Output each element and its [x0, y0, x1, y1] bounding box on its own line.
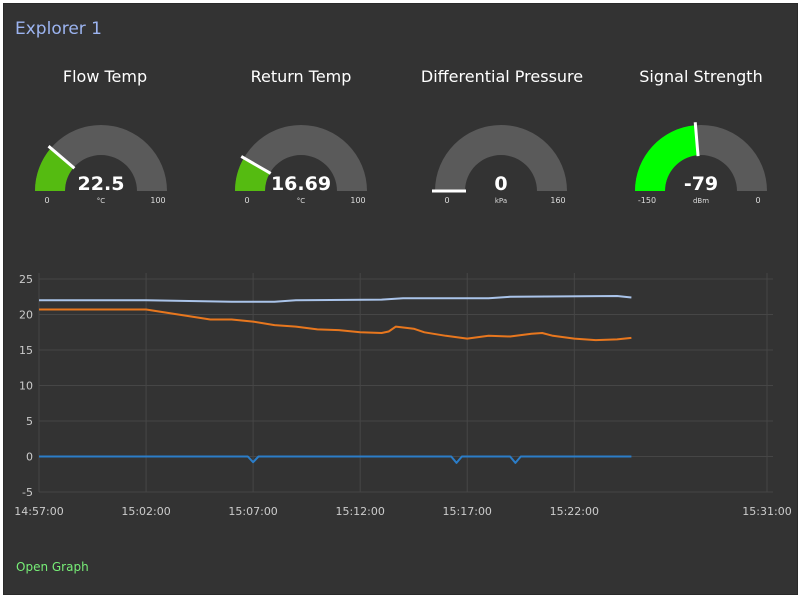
gauges: 22.5 °C 0 100 16.69 °C 0 100 0 kPa 0 160 -79 dBm -150 0 — [35, 122, 767, 205]
gauge-fill — [235, 157, 270, 191]
gauge-value: 0 — [494, 173, 507, 195]
y-tick-label: 20 — [19, 309, 33, 322]
gauge-title-flow-temp: Flow Temp — [62, 67, 148, 86]
gauge-max-label: 160 — [550, 196, 565, 205]
gauge-unit: °C — [97, 197, 106, 205]
gauge-needle — [240, 155, 272, 175]
gauge-fill — [635, 125, 698, 191]
x-tick-label: 14:57:00 — [14, 505, 63, 518]
open-graph-link[interactable]: Open Graph — [16, 560, 89, 574]
gauge-max-label: 100 — [350, 196, 365, 205]
gauge-title-return-temp: Return Temp — [250, 67, 352, 86]
explorer-panel: Explorer 1 Flow Temp Return Temp Differe… — [3, 3, 798, 595]
gauge-min-label: 0 — [44, 196, 49, 205]
gauge-value: -79 — [684, 173, 718, 195]
y-tick-label: -5 — [22, 486, 33, 499]
gauge-needle — [693, 122, 700, 157]
gauge-needle — [47, 145, 76, 170]
gauge-unit: °C — [297, 197, 306, 205]
gauge-min-label: 0 — [444, 196, 449, 205]
gauge-value: 16.69 — [271, 173, 331, 195]
gauge-value: 22.5 — [78, 173, 125, 195]
y-tick-label: 15 — [19, 344, 33, 357]
gauge-title-differential-pressure: Differential Pressure — [420, 67, 584, 86]
gauge-max-label: 100 — [150, 196, 165, 205]
x-tick-label: 15:31:00 — [742, 505, 791, 518]
gauge-max-label: 0 — [755, 196, 760, 205]
gauge-differential-pressure: 0 kPa 0 160 — [432, 125, 567, 205]
x-tick-label: 15:02:00 — [121, 505, 170, 518]
gauge-unit: kPa — [495, 197, 507, 205]
x-tick-label: 15:17:00 — [443, 505, 492, 518]
gauge-signal-strength: -79 dBm -150 0 — [635, 122, 767, 205]
y-tick-label: 0 — [26, 451, 33, 464]
gauge-track — [435, 125, 567, 191]
x-tick-label: 15:12:00 — [335, 505, 384, 518]
y-tick-label: 25 — [19, 273, 33, 286]
gauge-unit: dBm — [693, 197, 709, 205]
line-chart: 25 20 15 10 5 0 -5 14:57:00 15:02:00 15:07:00 15:1… — [14, 273, 792, 518]
gauge-flow-temp: 22.5 °C 0 100 — [35, 125, 167, 205]
y-tick-label: 5 — [26, 415, 33, 428]
gauge-title-signal-strength: Signal Strength — [639, 67, 763, 86]
y-tick-label: 10 — [19, 380, 33, 393]
gauge-min-label: -150 — [638, 196, 656, 205]
chart-grid — [38, 273, 773, 493]
x-tick-label: 15:07:00 — [228, 505, 277, 518]
series-line-3 — [39, 455, 632, 464]
panel-title: Explorer 1 — [15, 19, 103, 39]
gauge-min-label: 0 — [244, 196, 249, 205]
x-tick-label: 15:22:00 — [550, 505, 599, 518]
series-line-1 — [39, 295, 632, 303]
gauge-return-temp: 16.69 °C 0 100 — [235, 125, 367, 205]
series-line-2 — [39, 308, 632, 342]
gauge-fill — [35, 148, 74, 191]
